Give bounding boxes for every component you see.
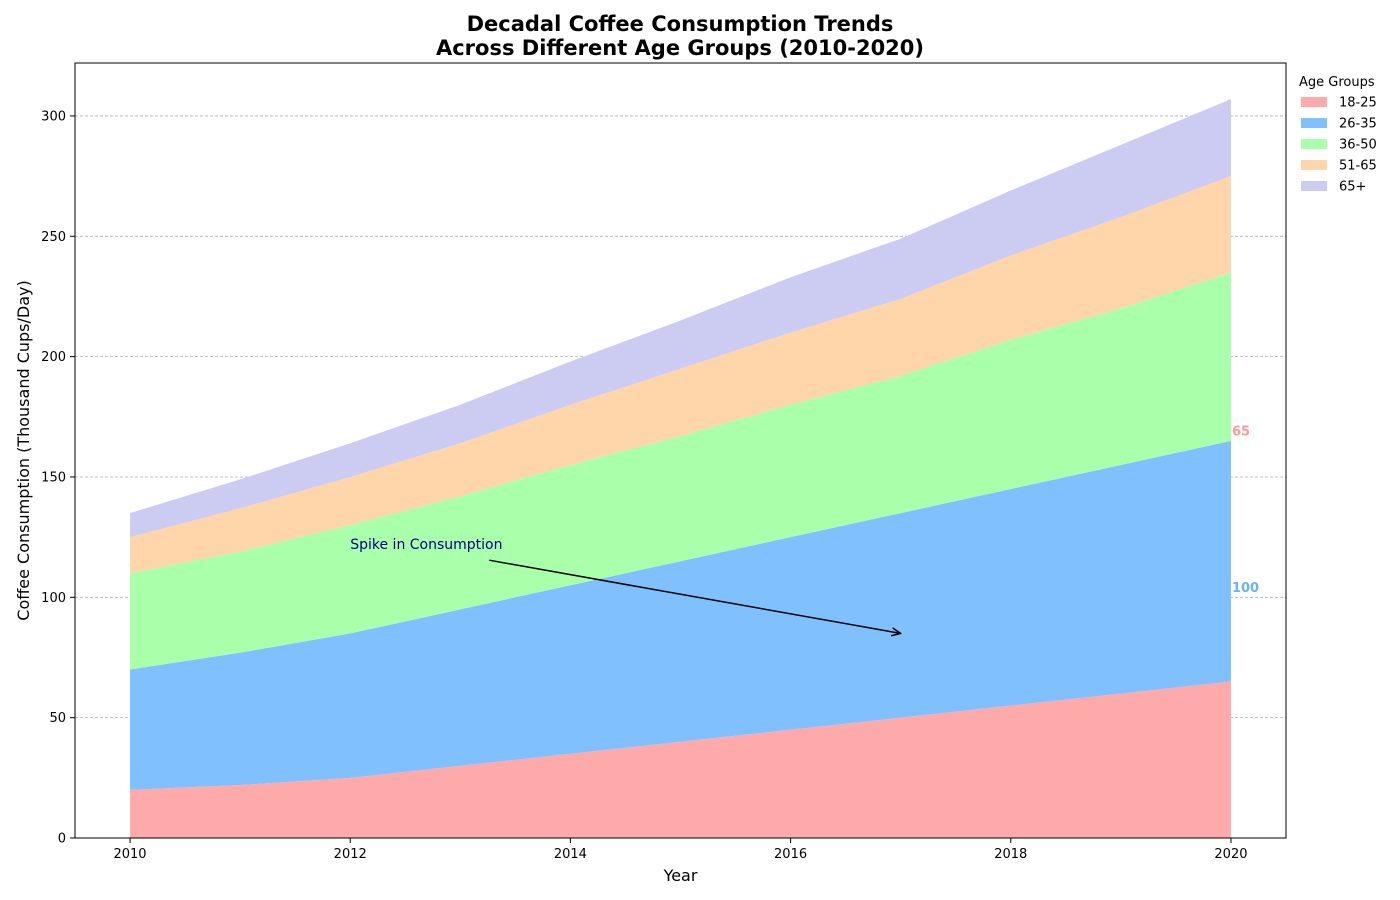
annotation-layer: Spike in Consumption 65 100	[350, 425, 1259, 634]
end-value-label: 65	[1232, 425, 1250, 440]
legend-swatch	[1301, 97, 1327, 107]
legend-swatch	[1301, 118, 1327, 128]
legend-label: 26-35	[1339, 117, 1377, 132]
x-tick-label: 2016	[774, 847, 807, 862]
y-tick-label: 50	[49, 711, 66, 726]
area-series-36-50	[130, 272, 1231, 670]
annotation-arrow	[489, 559, 900, 633]
y-tick-label: 0	[58, 832, 66, 847]
legend-swatch	[1301, 181, 1327, 191]
y-tick-label: 150	[41, 470, 66, 485]
legend-swatch	[1301, 139, 1327, 149]
annotation-text: Spike in Consumption	[350, 537, 502, 553]
x-tick-label: 2020	[1214, 847, 1247, 862]
chart-title-line2: Across Different Age Groups (2010-2020)	[436, 36, 924, 60]
legend-swatch	[1301, 160, 1327, 170]
x-tick-label: 2014	[554, 847, 587, 862]
legend-label: 18-25	[1339, 96, 1377, 111]
x-tick-label: 2018	[994, 847, 1027, 862]
y-tick-label: 250	[41, 230, 66, 245]
y-tick-label: 300	[41, 109, 66, 124]
area-series-65plus	[130, 99, 1231, 538]
y-axis-label: Coffee Consumption (Thousand Cups/Day)	[14, 280, 33, 620]
area-series-51-65	[130, 176, 1231, 574]
x-tick-label: 2010	[113, 847, 146, 862]
stacked-areas	[130, 99, 1231, 838]
y-tick-label: 100	[41, 591, 66, 606]
x-axis-ticks: 2010 2012 2014 2016 2018 2020	[113, 838, 1248, 862]
plot-frame	[74, 62, 1287, 839]
x-tick-label: 2012	[334, 847, 367, 862]
y-axis-ticks: 0 50 100 150 200 250 300	[41, 109, 75, 847]
y-tick-label: 200	[41, 350, 66, 365]
legend: Age Groups 18-25 26-35 36-50 51-65 65+	[1299, 75, 1377, 195]
legend-label: 51-65	[1339, 159, 1377, 174]
legend-title: Age Groups	[1299, 75, 1375, 90]
x-axis-label: Year	[663, 866, 698, 885]
area-series-18-25	[130, 681, 1231, 838]
legend-label: 65+	[1339, 180, 1366, 195]
end-value-label: 100	[1232, 581, 1259, 596]
area-series-26-35	[130, 440, 1231, 790]
legend-label: 36-50	[1339, 138, 1377, 153]
chart-title-line1: Decadal Coffee Consumption Trends	[467, 12, 894, 36]
